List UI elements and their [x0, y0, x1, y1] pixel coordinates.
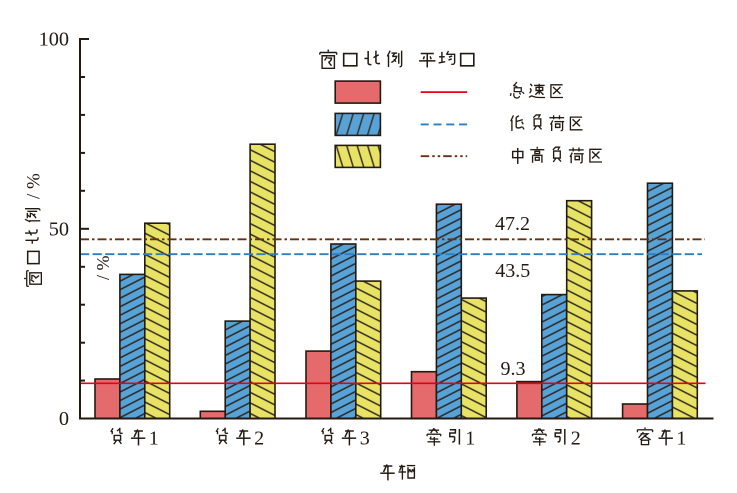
svg-text:3: 3 — [360, 428, 370, 450]
svg-text:1: 1 — [676, 428, 686, 450]
svg-text:/ %: / % — [24, 173, 45, 199]
svg-text:100: 100 — [39, 28, 69, 50]
svg-text:47.2: 47.2 — [495, 213, 530, 235]
svg-text:9.3: 9.3 — [501, 358, 526, 380]
svg-text:2: 2 — [571, 428, 581, 450]
svg-text:1: 1 — [149, 428, 159, 450]
svg-text:1: 1 — [465, 428, 475, 450]
svg-text:43.5: 43.5 — [495, 260, 530, 282]
svg-text:2: 2 — [254, 428, 264, 450]
svg-text:0: 0 — [59, 408, 69, 430]
svg-text:/ %: / % — [93, 255, 113, 280]
svg-text:50: 50 — [49, 218, 69, 240]
